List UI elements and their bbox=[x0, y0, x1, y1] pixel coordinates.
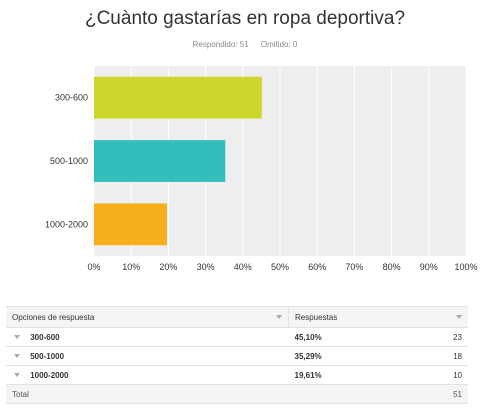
x-tick-label: 60% bbox=[308, 262, 326, 272]
x-tick-label: 0% bbox=[87, 262, 100, 272]
response-count: 10 bbox=[390, 365, 468, 385]
answer-option-cell[interactable]: 300-600 bbox=[6, 327, 289, 347]
header-answer-options[interactable]: Opciones de respuesta bbox=[6, 306, 289, 328]
total-value: 51 bbox=[390, 384, 468, 404]
table-row: 500-1000 35,29% 18 bbox=[6, 346, 468, 366]
x-tick-label: 100% bbox=[454, 262, 477, 272]
x-tick-label: 30% bbox=[197, 262, 215, 272]
expand-caret-icon[interactable] bbox=[14, 335, 20, 340]
bar-1000-2000 bbox=[94, 203, 167, 246]
skipped-count: Omitido: 0 bbox=[260, 40, 298, 49]
results-table: Opciones de respuesta Respuestas 300-600… bbox=[6, 306, 468, 404]
expand-caret-icon[interactable] bbox=[14, 354, 20, 359]
category-label: 500-1000 bbox=[50, 156, 88, 166]
expand-caret-icon[interactable] bbox=[14, 373, 20, 378]
x-tick-label: 90% bbox=[420, 262, 438, 272]
response-percent: 35,29% bbox=[288, 346, 391, 366]
answer-option-label: 500-1000 bbox=[30, 351, 65, 361]
sort-caret-icon[interactable] bbox=[456, 314, 462, 319]
sort-caret-icon[interactable] bbox=[276, 314, 282, 319]
page-title: ¿Cuànto gastarías en ropa deportiva? bbox=[84, 8, 406, 29]
category-label: 300-600 bbox=[55, 93, 88, 103]
answered-count: Respondido: 51 bbox=[192, 40, 249, 49]
x-tick-label: 10% bbox=[122, 262, 140, 272]
response-count: 23 bbox=[390, 327, 468, 347]
header-responses-label: Respuestas bbox=[295, 312, 338, 322]
x-tick-label: 20% bbox=[159, 262, 177, 272]
answer-option-cell[interactable]: 500-1000 bbox=[6, 346, 289, 366]
header-answer-options-label: Opciones de respuesta bbox=[12, 312, 95, 322]
bar-500-1000 bbox=[94, 140, 226, 182]
response-percent: 19,61% bbox=[288, 365, 391, 385]
x-tick-label: 80% bbox=[383, 262, 401, 272]
table-row: 1000-2000 19,61% 10 bbox=[6, 365, 468, 385]
header-responses[interactable]: Respuestas bbox=[288, 306, 468, 328]
answer-option-label: 300-600 bbox=[30, 332, 60, 342]
total-label: Total bbox=[6, 384, 289, 404]
x-tick-label: 40% bbox=[234, 262, 252, 272]
bar-300-600 bbox=[94, 76, 262, 119]
x-tick-label: 70% bbox=[345, 262, 363, 272]
response-summary: Respondido: 51 Omitido: 0 bbox=[0, 40, 490, 49]
category-label: 1000-2000 bbox=[45, 219, 88, 229]
answer-option-cell[interactable]: 1000-2000 bbox=[6, 365, 289, 385]
table-row: 300-600 45,10% 23 bbox=[6, 327, 468, 347]
answer-option-label: 1000-2000 bbox=[30, 370, 69, 380]
response-percent: 45,10% bbox=[288, 327, 391, 347]
table-header-row: Opciones de respuesta Respuestas bbox=[6, 306, 468, 328]
x-tick-label: 50% bbox=[271, 262, 289, 272]
bar-chart: 0% 10% 20% 30% 40% 50% 60% 70% 80% 90% 100% 300-600… bbox=[45, 66, 478, 272]
table-total-row: Total 51 bbox=[6, 384, 468, 404]
response-count: 18 bbox=[390, 346, 468, 366]
